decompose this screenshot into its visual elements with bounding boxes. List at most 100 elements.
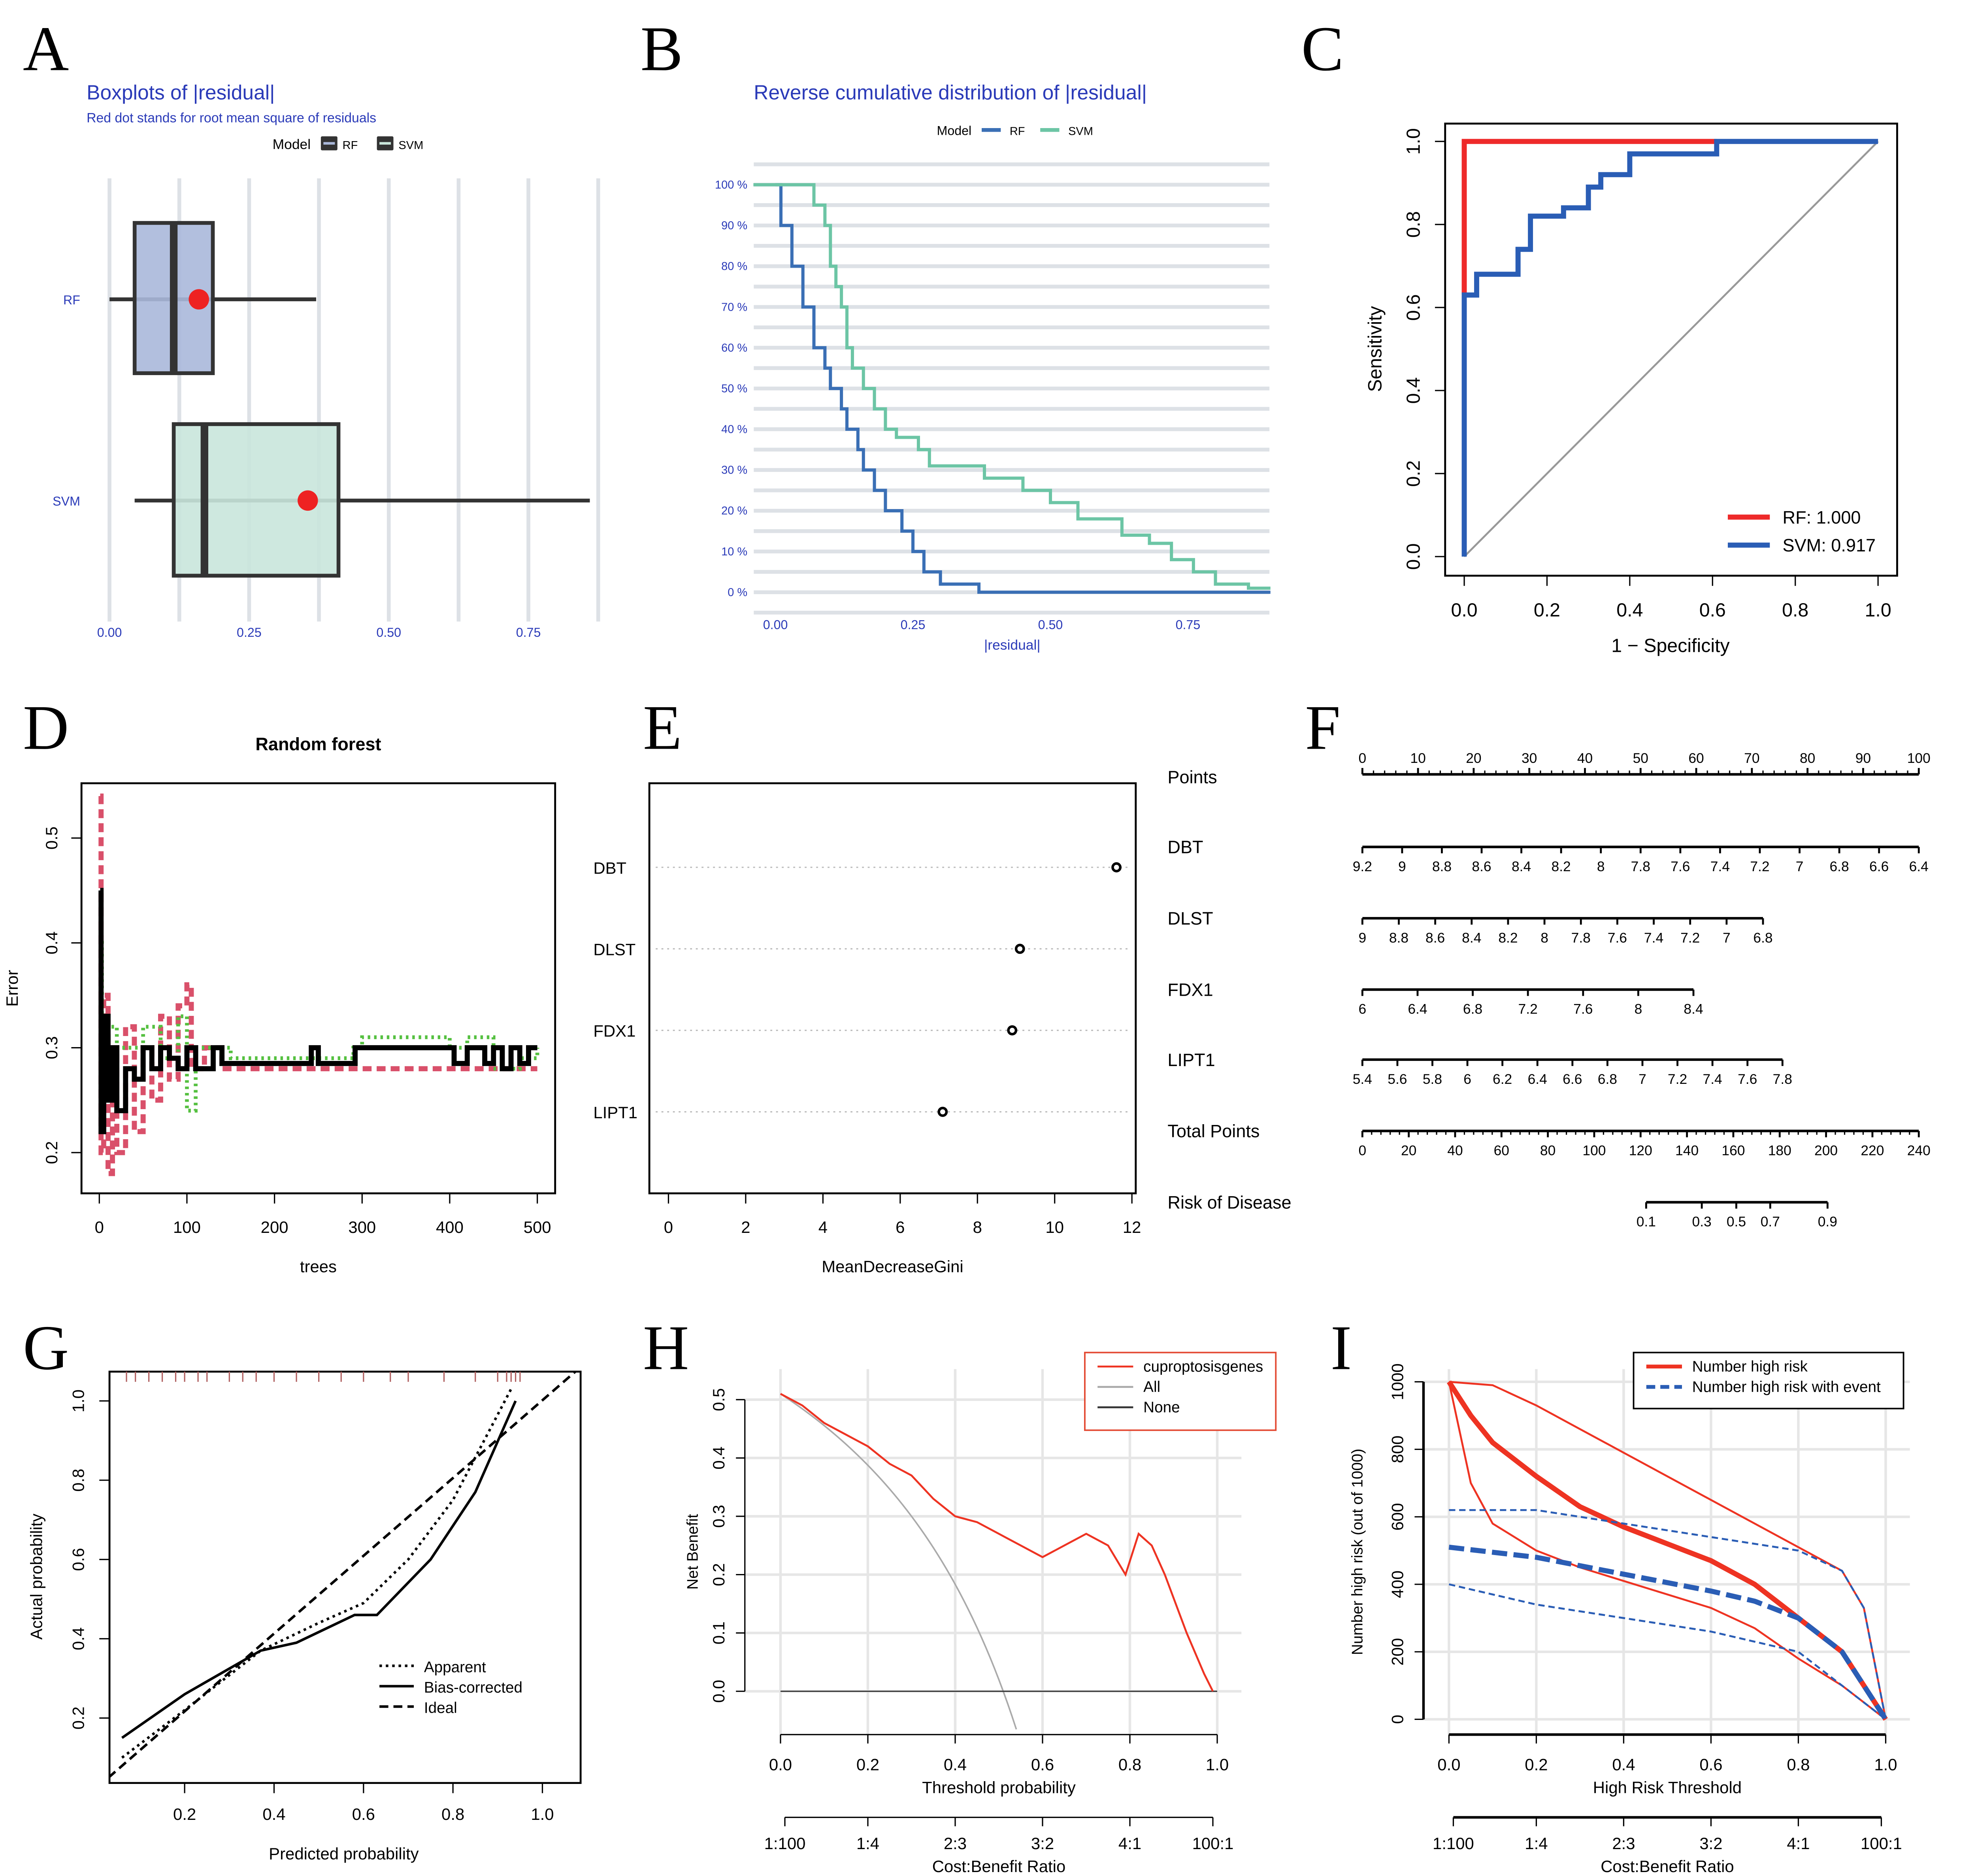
y-tick-label: 0 % <box>728 586 747 599</box>
tick-label: 100 <box>1907 750 1931 766</box>
x-tick-label: 0.25 <box>901 618 926 632</box>
tick-label: 180 <box>1768 1142 1791 1158</box>
tick-label: 90 <box>1855 750 1871 766</box>
x-tick-label: 500 <box>524 1218 551 1236</box>
y-tick-label: 0.2 <box>1403 460 1424 487</box>
y-tick-label: 0.0 <box>709 1680 728 1703</box>
nomogram-row-label: DBT <box>1167 837 1203 857</box>
tick-label: 8.4 <box>1512 859 1531 874</box>
y-tick-label: 0.4 <box>42 931 61 954</box>
tick-label: 7.6 <box>1738 1071 1757 1087</box>
roc-curve <box>1461 139 1878 557</box>
x-tick-label: 12 <box>1123 1218 1141 1236</box>
tick-label: 200 <box>1814 1142 1838 1158</box>
tick-label: 7.2 <box>1680 930 1700 946</box>
y-tick-label: 0.0 <box>1403 543 1424 570</box>
importance-point <box>1111 862 1122 873</box>
tick-label: 6 <box>1358 1001 1366 1017</box>
tick-label: 6.4 <box>1408 1001 1427 1017</box>
y-tick-label: 0.5 <box>42 827 61 849</box>
panel-label: F <box>1305 692 1341 763</box>
x-axis-label: High Risk Threshold <box>1593 1778 1742 1797</box>
confidence-band-line <box>1449 1509 1887 1720</box>
x-tick-label: 1.0 <box>531 1805 554 1823</box>
y-tick-label: 400 <box>1388 1570 1407 1598</box>
x-tick-label: 2 <box>741 1218 750 1236</box>
nomogram-row-label: LIPT1 <box>1167 1050 1215 1070</box>
x-tick-label: 8 <box>973 1218 982 1236</box>
legend-box <box>1084 1351 1277 1431</box>
tick-label: 80 <box>1800 750 1815 766</box>
tick-label: 6.6 <box>1869 859 1889 874</box>
x-tick-label: 0.50 <box>376 625 401 640</box>
x-tick-label: 0.00 <box>763 618 788 632</box>
y-tick-label: 0.8 <box>1403 211 1424 238</box>
x2-tick-label: 1:4 <box>1525 1834 1548 1853</box>
y-axis-label: Actual probability <box>27 1514 45 1640</box>
panel-label: C <box>1301 13 1344 84</box>
x-tick-label: 0.50 <box>1038 618 1063 632</box>
y-tick-label: 0.1 <box>709 1621 728 1644</box>
x-tick-label: 4 <box>818 1218 828 1236</box>
tick-label: 9 <box>1358 930 1366 946</box>
panel-label: G <box>23 1312 69 1383</box>
tick-label: 80 <box>1540 1142 1556 1158</box>
x-tick-label: 10 <box>1045 1218 1064 1236</box>
x-tick-label: 0.6 <box>352 1805 375 1823</box>
x-tick-label: 0.4 <box>1612 1755 1635 1774</box>
tick-label: 7.4 <box>1644 930 1663 946</box>
y-tick-label: 0.5 <box>709 1388 728 1411</box>
legend-label: RF: 1.000 <box>1783 507 1861 527</box>
tick-label: 6.6 <box>1563 1071 1582 1087</box>
y-tick-label: 0.2 <box>709 1563 728 1586</box>
chart-title: Reverse cumulative distribution of |resi… <box>754 81 1147 104</box>
x-tick-label: 0.2 <box>1525 1755 1548 1774</box>
x-tick-label: 0.8 <box>1782 599 1808 621</box>
tick-label: 0.3 <box>1692 1214 1712 1230</box>
legend-label: Number high risk <box>1692 1358 1808 1375</box>
x-axis-label: trees <box>300 1257 337 1276</box>
x-tick-label: 0.6 <box>1699 1755 1722 1774</box>
tick-label: 7 <box>1796 859 1804 874</box>
tick-label: 6 <box>1463 1071 1471 1087</box>
legend-label: Apparent <box>424 1659 486 1676</box>
plot-frame <box>1444 123 1898 577</box>
y-tick-label: 90 % <box>721 219 747 232</box>
tick-label: 10 <box>1410 750 1425 766</box>
treat-all-curve <box>780 1393 1017 1730</box>
y-tick-label: 1000 <box>1388 1363 1407 1400</box>
tick-label: 7.6 <box>1608 930 1627 946</box>
panel-label: E <box>643 692 682 763</box>
tick-label: 7.4 <box>1703 1071 1722 1087</box>
x2-axis-label: Cost:Benefit Ratio <box>932 1857 1066 1876</box>
feature-label: DBT <box>593 859 626 877</box>
tick-label: 8.6 <box>1425 930 1445 946</box>
tick-label: 0.7 <box>1761 1214 1780 1230</box>
x-axis-label: |residual| <box>984 637 1040 653</box>
tick-label: 6.4 <box>1909 859 1929 874</box>
legend-label: cuproptosisgenes <box>1143 1358 1263 1375</box>
calibration-line <box>121 1400 517 1739</box>
x-tick-label: 0.6 <box>1031 1755 1054 1774</box>
tick-label: 20 <box>1466 750 1481 766</box>
nomogram-row-label: DLST <box>1167 908 1213 929</box>
legend-label: SVM <box>398 139 423 152</box>
y-tick-label: 0 <box>1388 1715 1407 1724</box>
tick-label: 8.2 <box>1498 930 1518 946</box>
tick-label: 8.4 <box>1462 930 1481 946</box>
y-tick-label: 0.2 <box>69 1706 88 1729</box>
tick-label: 8 <box>1597 859 1605 874</box>
chart-title: Boxplots of |residual| <box>87 81 275 104</box>
tick-label: 0 <box>1358 750 1366 766</box>
y-tick-label: 40 % <box>721 423 747 436</box>
x-tick-label: 1.0 <box>1206 1755 1229 1774</box>
x2-tick-label: 1:100 <box>764 1834 806 1853</box>
x-tick-label: 200 <box>261 1218 288 1236</box>
legend-label: SVM <box>1068 125 1093 138</box>
x-axis-label: MeanDecreaseGini <box>822 1257 963 1276</box>
x-tick-label: 0.8 <box>1787 1755 1810 1774</box>
tick-label: 220 <box>1861 1142 1884 1158</box>
y-tick-label: 80 % <box>721 260 747 273</box>
x-tick-label: 0.8 <box>441 1805 464 1823</box>
